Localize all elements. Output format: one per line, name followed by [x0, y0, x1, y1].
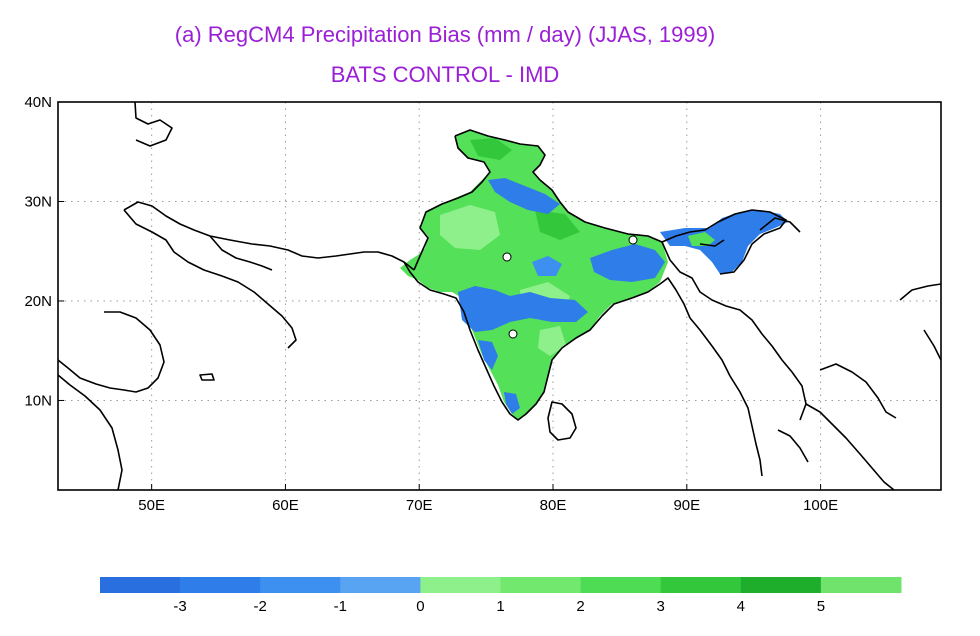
colorbar-label: 2 [576, 598, 584, 615]
lon-tick-label: 80E [540, 497, 567, 514]
negative-bias-region [488, 178, 560, 214]
colorbar-swatch [340, 577, 421, 593]
colorbar-label: 0 [416, 598, 424, 615]
dark-green-patch [535, 210, 580, 240]
colorbar-label: -1 [334, 598, 347, 615]
colorbar-label: 3 [657, 598, 665, 615]
colorbar-label: 1 [496, 598, 504, 615]
negative-bias-region [590, 244, 665, 282]
dark-green-patch [470, 138, 512, 160]
colorbar-swatch [820, 577, 902, 593]
lon-tick-label: 70E [406, 497, 433, 514]
colorbar-label: -2 [254, 598, 267, 615]
lat-tick-label: 20N [24, 293, 52, 310]
colorbar: -3 -2 -1 0 1 2 3 4 5 [100, 577, 902, 615]
longitude-axis: 50E 60E 70E 80E 90E 100E [138, 484, 838, 514]
negative-bias-region [504, 392, 520, 414]
map-frame [57, 101, 942, 491]
negative-bias-region [478, 340, 498, 370]
lat-tick-label: 10N [24, 392, 52, 409]
colorbar-swatch [260, 577, 341, 593]
colorbar-swatch [660, 577, 742, 593]
light-green-patch [440, 205, 500, 250]
colorbar-swatch [180, 577, 261, 593]
india-green-region [400, 130, 668, 420]
latitude-axis: 40N 30N 20N 10N [24, 94, 64, 409]
precipitation-bias-field [400, 130, 788, 420]
coastlines [58, 102, 941, 490]
colorbar-swatch [420, 577, 501, 593]
missing-data-marker [628, 235, 638, 245]
colorbar-label: 5 [817, 598, 825, 615]
missing-data-marker [508, 329, 518, 339]
negative-bias-region [532, 256, 562, 276]
northeast-india-region [660, 210, 788, 274]
lon-tick-label: 60E [272, 497, 299, 514]
colorbar-swatch [580, 577, 662, 593]
missing-data-marker [502, 252, 512, 262]
colorbar-swatch [100, 577, 181, 593]
light-green-patch [538, 326, 566, 356]
colorbar-label: 4 [737, 598, 745, 615]
map-subtitle: BATS CONTROL - IMD [330, 62, 560, 87]
lat-tick-label: 40N [24, 94, 52, 111]
map-title: (a) RegCM4 Precipitation Bias (mm / day)… [174, 22, 716, 47]
lon-tick-label: 90E [673, 497, 700, 514]
lon-tick-label: 50E [138, 497, 165, 514]
northeast-green-patch [688, 232, 715, 246]
lon-tick-label: 100E [803, 497, 838, 514]
lat-tick-label: 30N [24, 193, 52, 210]
colorbar-label: -3 [173, 598, 186, 615]
colorbar-swatch [500, 577, 582, 593]
colorbar-swatch [740, 577, 822, 593]
negative-bias-region [458, 286, 588, 332]
